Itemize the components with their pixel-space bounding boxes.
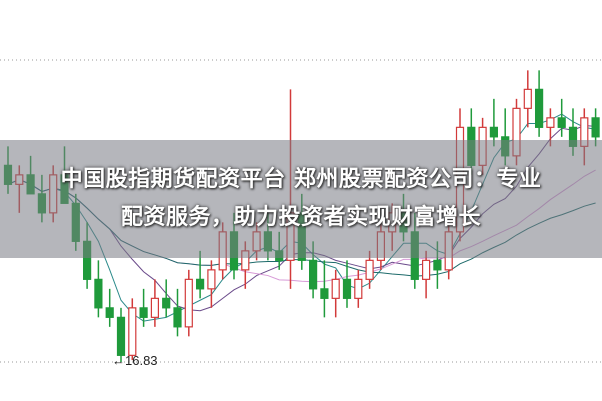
candle-body [365,259,374,280]
title-line-1: 中国股指期货配资平台 郑州股票配资公司：专业 [60,167,542,192]
candle-body [94,278,103,309]
candle-body [591,117,600,138]
candle-body [422,259,431,280]
title-banner: 中国股指期货配资平台 郑州股票配资公司：专业 配资服务，助力投资者实现财富增长 [0,140,602,258]
candle-body [534,88,544,128]
candle-body [523,88,532,109]
candle-body [309,259,318,290]
low-price-label: ←16.83 [112,353,158,368]
candle-body [433,259,442,271]
candle-body [196,278,205,290]
candle-body [116,316,126,356]
title-line-2: 配资服务，助力投资者实现财富增长 [120,205,481,230]
candle-body [354,278,363,299]
candle-body [105,307,114,318]
candle-body [184,278,193,328]
candle-body [173,307,182,328]
candle-body [320,288,329,299]
candle-body [150,297,159,318]
candle-body [331,278,340,299]
candle-body [128,307,137,356]
candle-body [162,297,171,309]
candle-body [557,117,566,128]
candle-body [342,278,352,299]
candle-body [139,307,148,318]
candle-body [489,126,498,138]
candle-body [207,269,216,290]
candle-body [546,117,555,128]
